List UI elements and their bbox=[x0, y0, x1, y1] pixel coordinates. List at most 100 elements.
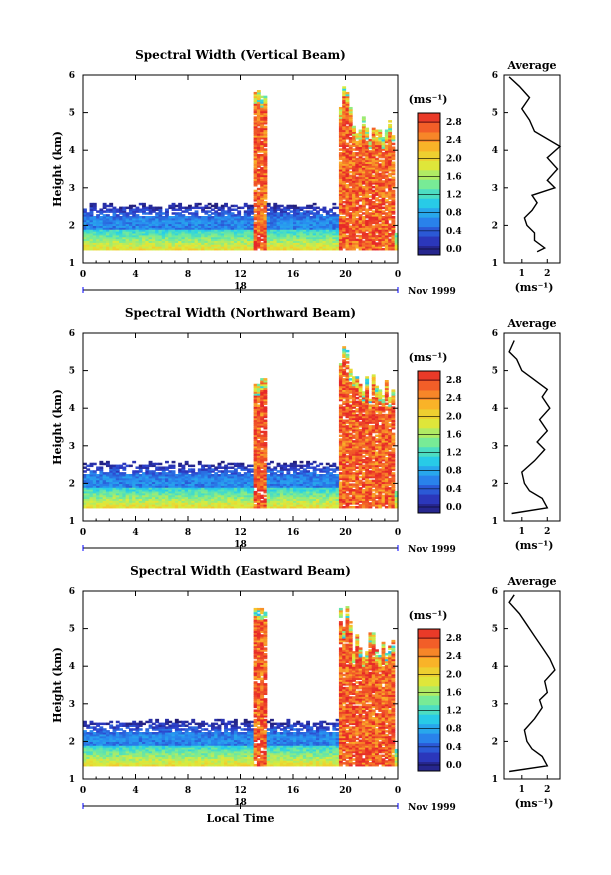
heatmap-cell bbox=[230, 462, 235, 466]
heatmap-cell bbox=[128, 475, 133, 479]
heatmap-cell bbox=[263, 161, 268, 164]
heatmap-cell bbox=[358, 144, 363, 148]
heatmap-cell bbox=[109, 240, 114, 243]
heatmap-cell bbox=[322, 498, 327, 501]
heatmap-cell bbox=[260, 489, 265, 492]
heatmap-cell bbox=[256, 202, 261, 206]
heatmap-cell bbox=[342, 144, 347, 148]
y-tick-label: 4 bbox=[69, 146, 75, 156]
heatmap-cell bbox=[174, 481, 179, 484]
heatmap-cell bbox=[253, 95, 258, 99]
heatmap-cell bbox=[388, 163, 393, 166]
heatmap-cell bbox=[273, 487, 278, 490]
heatmap-cell bbox=[125, 481, 130, 484]
heatmap-cell bbox=[207, 202, 212, 206]
heatmap-cell bbox=[332, 464, 337, 468]
heatmap-cell bbox=[194, 219, 199, 223]
heatmap-cell bbox=[361, 133, 366, 136]
heatmap-cell bbox=[371, 234, 376, 238]
heatmap-cell bbox=[375, 170, 379, 174]
heatmap-cell bbox=[381, 197, 386, 200]
heatmap-cell bbox=[378, 133, 383, 136]
heatmap-cell bbox=[296, 483, 301, 486]
heatmap-cell bbox=[207, 483, 212, 486]
heatmap-cell bbox=[312, 496, 317, 500]
heatmap-cell bbox=[184, 210, 189, 213]
heatmap-cell bbox=[155, 489, 160, 492]
heatmap-cell bbox=[361, 197, 366, 200]
heatmap-cell bbox=[240, 206, 245, 210]
heatmap-cell bbox=[296, 477, 301, 481]
heatmap-cell bbox=[338, 153, 343, 157]
heatmap-cell bbox=[338, 178, 343, 181]
heatmap-cell bbox=[283, 247, 288, 251]
heatmap-cell bbox=[342, 236, 347, 240]
heatmap-cell bbox=[253, 159, 258, 163]
heatmap-cell bbox=[197, 225, 202, 228]
heatmap-cell bbox=[207, 485, 212, 488]
heatmap-cell bbox=[197, 232, 202, 236]
heatmap-cell bbox=[270, 223, 274, 226]
heatmap-cell bbox=[92, 229, 97, 232]
heatmap-cell bbox=[237, 483, 242, 486]
heatmap-cell bbox=[378, 217, 383, 221]
colorbar-band bbox=[418, 198, 440, 209]
heatmap-cell bbox=[260, 99, 265, 102]
heatmap-cell bbox=[194, 483, 199, 486]
heatmap-cell bbox=[256, 458, 261, 462]
heatmap-cell bbox=[306, 206, 311, 210]
heatmap-cell bbox=[197, 227, 202, 230]
profile-y-tick-label: 3 bbox=[492, 184, 498, 194]
heatmap-cell bbox=[352, 199, 356, 202]
heatmap-cell bbox=[253, 447, 258, 451]
heatmap-cell bbox=[283, 221, 288, 225]
heatmap-cell bbox=[276, 208, 281, 211]
heatmap-cell bbox=[266, 474, 271, 477]
heatmap-cell bbox=[112, 483, 117, 486]
heatmap-cell bbox=[102, 244, 107, 247]
heatmap-cell bbox=[243, 202, 248, 206]
heatmap-cell bbox=[358, 199, 363, 202]
heatmap-cell bbox=[365, 208, 370, 211]
heatmap-cell bbox=[296, 221, 301, 225]
heatmap-cell bbox=[338, 170, 343, 174]
heatmap-cell bbox=[315, 464, 320, 468]
heatmap-cell bbox=[122, 498, 127, 501]
heatmap-cell bbox=[342, 114, 347, 117]
heatmap-cell bbox=[220, 460, 225, 464]
heatmap-cell bbox=[306, 242, 311, 245]
heatmap-cell bbox=[220, 214, 225, 217]
heatmap-cell bbox=[345, 163, 350, 166]
heatmap-cell bbox=[309, 221, 314, 225]
heatmap-cell bbox=[220, 474, 225, 477]
heatmap-cell bbox=[220, 227, 225, 230]
heatmap-cell bbox=[92, 204, 97, 208]
heatmap-cell bbox=[86, 496, 91, 500]
heatmap-cell bbox=[201, 219, 206, 223]
heatmap-cell bbox=[368, 182, 373, 185]
heatmap-cell bbox=[115, 504, 120, 507]
heatmap-cell bbox=[388, 131, 393, 134]
heatmap-cell bbox=[92, 472, 97, 475]
heatmap-cell bbox=[273, 502, 278, 505]
heatmap-cell bbox=[122, 242, 127, 245]
heatmap-cell bbox=[338, 133, 343, 136]
colorbar-band bbox=[418, 141, 440, 152]
heatmap-cell bbox=[115, 210, 120, 213]
heatmap-cell bbox=[148, 492, 153, 496]
heatmap-cell bbox=[197, 479, 202, 483]
heatmap-cell bbox=[368, 232, 373, 236]
heatmap-cell bbox=[260, 221, 265, 225]
heatmap-cell bbox=[210, 227, 215, 230]
heatmap-cell bbox=[217, 492, 222, 496]
heatmap-cell bbox=[161, 221, 166, 225]
heatmap-cell bbox=[210, 208, 215, 211]
heatmap-cell bbox=[171, 244, 176, 247]
heatmap-cell bbox=[342, 95, 347, 99]
heatmap-cell bbox=[384, 144, 389, 148]
heatmap-cell bbox=[201, 244, 206, 247]
heatmap-cell bbox=[342, 118, 347, 121]
heatmap-cell bbox=[171, 466, 176, 469]
heatmap-cell bbox=[128, 498, 133, 501]
heatmap-cell bbox=[270, 475, 274, 479]
